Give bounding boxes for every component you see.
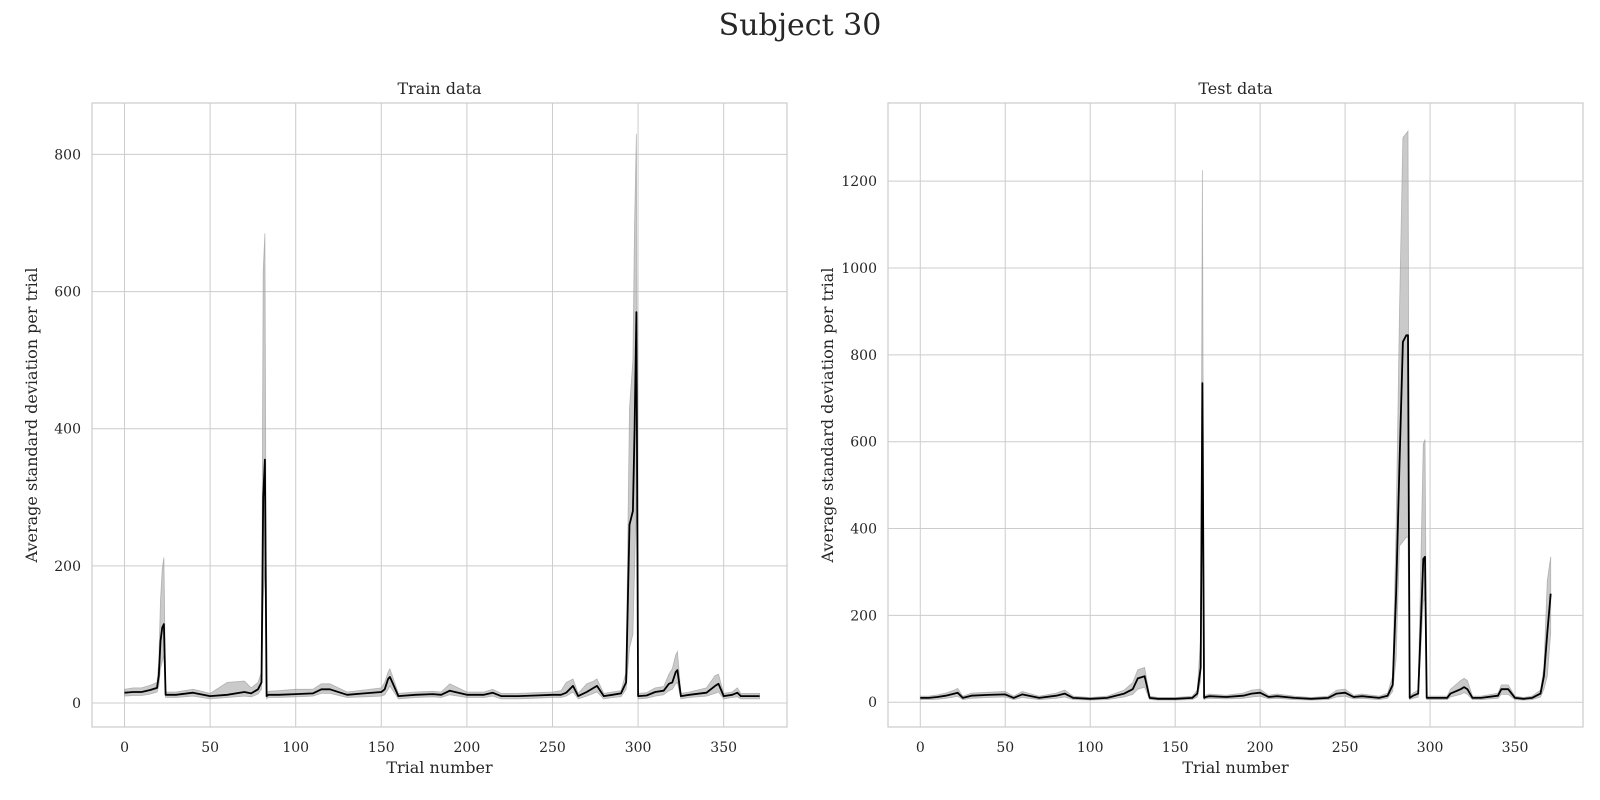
y-tick-label: 600 [54,285,81,301]
mean-line [124,311,760,697]
y-tick-label: 800 [850,348,877,364]
std-band [124,133,760,700]
y-tick-label: 400 [850,522,877,538]
y-tick-label: 400 [54,422,81,438]
x-tick-label: 50 [201,740,219,756]
y-tick-label: 1000 [841,261,877,277]
x-tick-label: 150 [1162,740,1189,756]
axes-frame [91,102,788,728]
x-tick-label: 100 [282,740,309,756]
x-tick-label: 200 [1247,740,1274,756]
y-tick-label: 600 [850,435,877,451]
grid-lines [888,103,1583,727]
x-tick-label: 200 [454,740,481,756]
x-tick-label: 100 [1077,740,1104,756]
y-tick-label: 200 [850,608,877,624]
axes-frame [887,102,1584,728]
x-tick-label: 0 [120,740,129,756]
grid-lines [92,103,787,727]
y-tick-label: 0 [72,696,81,712]
std-band [919,130,1552,701]
y-tick-label: 1200 [841,174,877,190]
x-axis-label: Trial number [1182,758,1289,777]
x-tick-label: 300 [625,740,652,756]
y-axis-label: Average standard deviation per trial [818,268,837,564]
train-data-chart: 0 50 100 150 200 250 300 350 0 200 400 600 800 Train … [22,79,788,777]
test-data-chart: 0 50 100 150 200 250 300 350 0 200 400 600 800 1000 12… [818,79,1584,777]
x-tick-label: 250 [1332,740,1359,756]
x-tick-label: 0 [916,740,925,756]
y-axis-label: Average standard deviation per trial [22,268,41,564]
x-tick-label: 50 [996,740,1014,756]
x-tick-label: 250 [539,740,566,756]
x-tick-label: 350 [1502,740,1529,756]
mean-line [920,334,1552,700]
y-tick-label: 200 [54,559,81,575]
y-tick-label: 800 [54,147,81,163]
x-tick-label: 300 [1417,740,1444,756]
y-tick-label: 0 [868,695,877,711]
x-tick-label: 350 [710,740,737,756]
chart-title: Train data [397,79,482,98]
x-axis-label: Trial number [386,758,493,777]
chart-title: Test data [1198,79,1273,98]
x-tick-label: 150 [368,740,395,756]
figure-suptitle: Subject 30 [718,8,882,43]
